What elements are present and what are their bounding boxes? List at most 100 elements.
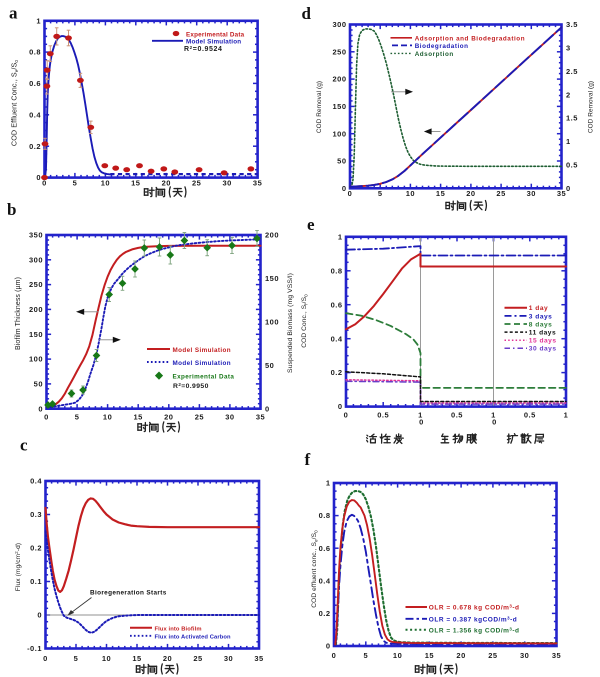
svg-text:0.5: 0.5 xyxy=(377,410,389,419)
svg-text:30: 30 xyxy=(520,651,529,660)
svg-text:0: 0 xyxy=(344,410,349,419)
svg-text:0.2: 0.2 xyxy=(331,368,343,377)
svg-text:35: 35 xyxy=(253,178,262,187)
svg-text:20: 20 xyxy=(162,178,171,187)
svg-text:15: 15 xyxy=(132,654,141,663)
svg-text:0.8: 0.8 xyxy=(331,266,343,275)
svg-text:0: 0 xyxy=(566,184,571,193)
svg-text:100: 100 xyxy=(332,129,346,138)
svg-text:0.4: 0.4 xyxy=(319,576,331,585)
svg-text:2.5: 2.5 xyxy=(566,67,578,76)
svg-text:0: 0 xyxy=(38,404,43,413)
svg-text:Adsorption: Adsorption xyxy=(415,51,454,58)
svg-text:15: 15 xyxy=(131,178,140,187)
svg-text:35: 35 xyxy=(254,654,263,663)
svg-text:0.2: 0.2 xyxy=(30,544,42,553)
svg-text:5: 5 xyxy=(74,654,79,663)
svg-text:100: 100 xyxy=(265,318,279,327)
svg-text:50: 50 xyxy=(34,380,43,389)
svg-text:1: 1 xyxy=(326,479,331,488)
svg-text:200: 200 xyxy=(265,231,279,240)
svg-text:1: 1 xyxy=(566,137,571,146)
svg-text:0.2: 0.2 xyxy=(319,609,331,618)
svg-text:10: 10 xyxy=(103,413,112,422)
svg-text:R2=0.9524: R2=0.9524 xyxy=(184,45,222,53)
svg-text:Adsorption and Biodegradation: Adsorption and Biodegradation xyxy=(415,35,525,42)
svg-text:5: 5 xyxy=(378,189,383,198)
svg-text:30: 30 xyxy=(224,654,233,663)
svg-text:1.5: 1.5 xyxy=(566,114,578,123)
svg-text:Experimental Data: Experimental Data xyxy=(173,373,235,380)
svg-text:1 day: 1 day xyxy=(529,305,548,312)
svg-text:35: 35 xyxy=(256,413,265,422)
svg-text:3: 3 xyxy=(566,44,571,53)
svg-text:a: a xyxy=(9,4,18,23)
svg-text:20: 20 xyxy=(456,651,465,660)
svg-text:c: c xyxy=(20,436,28,455)
svg-text:0.5: 0.5 xyxy=(451,410,463,419)
svg-text:8 days: 8 days xyxy=(529,321,553,328)
svg-text:Experimental Data: Experimental Data xyxy=(186,31,245,38)
svg-text:0: 0 xyxy=(42,178,47,187)
svg-text:0: 0 xyxy=(419,418,424,427)
svg-text:0.4: 0.4 xyxy=(331,334,343,343)
svg-text:200: 200 xyxy=(29,305,43,314)
svg-text:25: 25 xyxy=(192,178,201,187)
svg-text:5: 5 xyxy=(363,651,368,660)
svg-text:200: 200 xyxy=(332,75,346,84)
svg-text:0.6: 0.6 xyxy=(331,300,343,309)
svg-text:3 days: 3 days xyxy=(529,313,553,320)
svg-text:10: 10 xyxy=(101,178,110,187)
svg-text:15: 15 xyxy=(134,413,143,422)
svg-text:OLR = 0.387 kgCOD/m3-d: OLR = 0.387 kgCOD/m3-d xyxy=(429,615,517,623)
svg-text:20: 20 xyxy=(163,654,172,663)
svg-text:20: 20 xyxy=(164,413,173,422)
svg-text:10: 10 xyxy=(406,189,415,198)
svg-text:0.8: 0.8 xyxy=(319,511,331,520)
svg-text:20: 20 xyxy=(466,189,475,198)
svg-text:50: 50 xyxy=(265,361,274,370)
svg-text:1: 1 xyxy=(491,410,496,419)
svg-text:Model Simulation: Model Simulation xyxy=(186,39,241,46)
svg-text:2: 2 xyxy=(566,90,571,99)
svg-text:30: 30 xyxy=(223,178,232,187)
svg-text:5: 5 xyxy=(73,178,78,187)
svg-text:25: 25 xyxy=(488,651,497,660)
svg-text:1: 1 xyxy=(338,232,343,241)
svg-text:0.5: 0.5 xyxy=(524,410,536,419)
svg-text:0: 0 xyxy=(332,651,337,660)
svg-text:-0.1: -0.1 xyxy=(27,644,42,653)
svg-text:150: 150 xyxy=(265,274,279,283)
svg-text:30: 30 xyxy=(225,413,234,422)
svg-text:30: 30 xyxy=(527,189,536,198)
svg-text:35: 35 xyxy=(557,189,566,198)
svg-text:15: 15 xyxy=(436,189,445,198)
svg-text:COD Removal (g): COD Removal (g) xyxy=(588,81,595,133)
svg-text:0.2: 0.2 xyxy=(29,142,41,151)
svg-text:0.1: 0.1 xyxy=(30,577,42,586)
svg-text:Model Simulation: Model Simulation xyxy=(173,347,232,354)
svg-text:0: 0 xyxy=(265,404,270,413)
svg-text:f: f xyxy=(305,450,311,469)
svg-text:Bioregeneration Starts: Bioregeneration Starts xyxy=(90,590,167,597)
svg-text:5: 5 xyxy=(75,413,80,422)
svg-text:150: 150 xyxy=(29,330,43,339)
svg-text:d: d xyxy=(302,4,312,23)
svg-text:COD Conc., Sf/S0: COD Conc., Sf/S0 xyxy=(301,294,309,348)
svg-text:COD Effluent Conc., Se/S0: COD Effluent Conc., Se/S0 xyxy=(10,60,20,147)
svg-text:OLR = 1.356 kg COD/m3-d: OLR = 1.356 kg COD/m3-d xyxy=(429,626,520,634)
svg-text:R2=0.9950: R2=0.9950 xyxy=(173,382,209,390)
svg-text:Suspended Biomass (mg VSS/l): Suspended Biomass (mg VSS/l) xyxy=(287,273,294,373)
svg-text:150: 150 xyxy=(332,102,346,111)
svg-text:25: 25 xyxy=(195,413,204,422)
svg-text:35: 35 xyxy=(552,651,561,660)
svg-text:0: 0 xyxy=(348,189,353,198)
svg-text:350: 350 xyxy=(29,231,43,240)
svg-text:0: 0 xyxy=(342,184,347,193)
svg-text:0.3: 0.3 xyxy=(30,510,42,519)
svg-text:OLR = 0.678 kg COD/m3-d: OLR = 0.678 kg COD/m3-d xyxy=(429,604,520,612)
svg-text:100: 100 xyxy=(29,355,43,364)
svg-text:COD Removal (g): COD Removal (g) xyxy=(316,81,323,133)
svg-text:e: e xyxy=(307,215,315,234)
svg-text:15: 15 xyxy=(425,651,434,660)
